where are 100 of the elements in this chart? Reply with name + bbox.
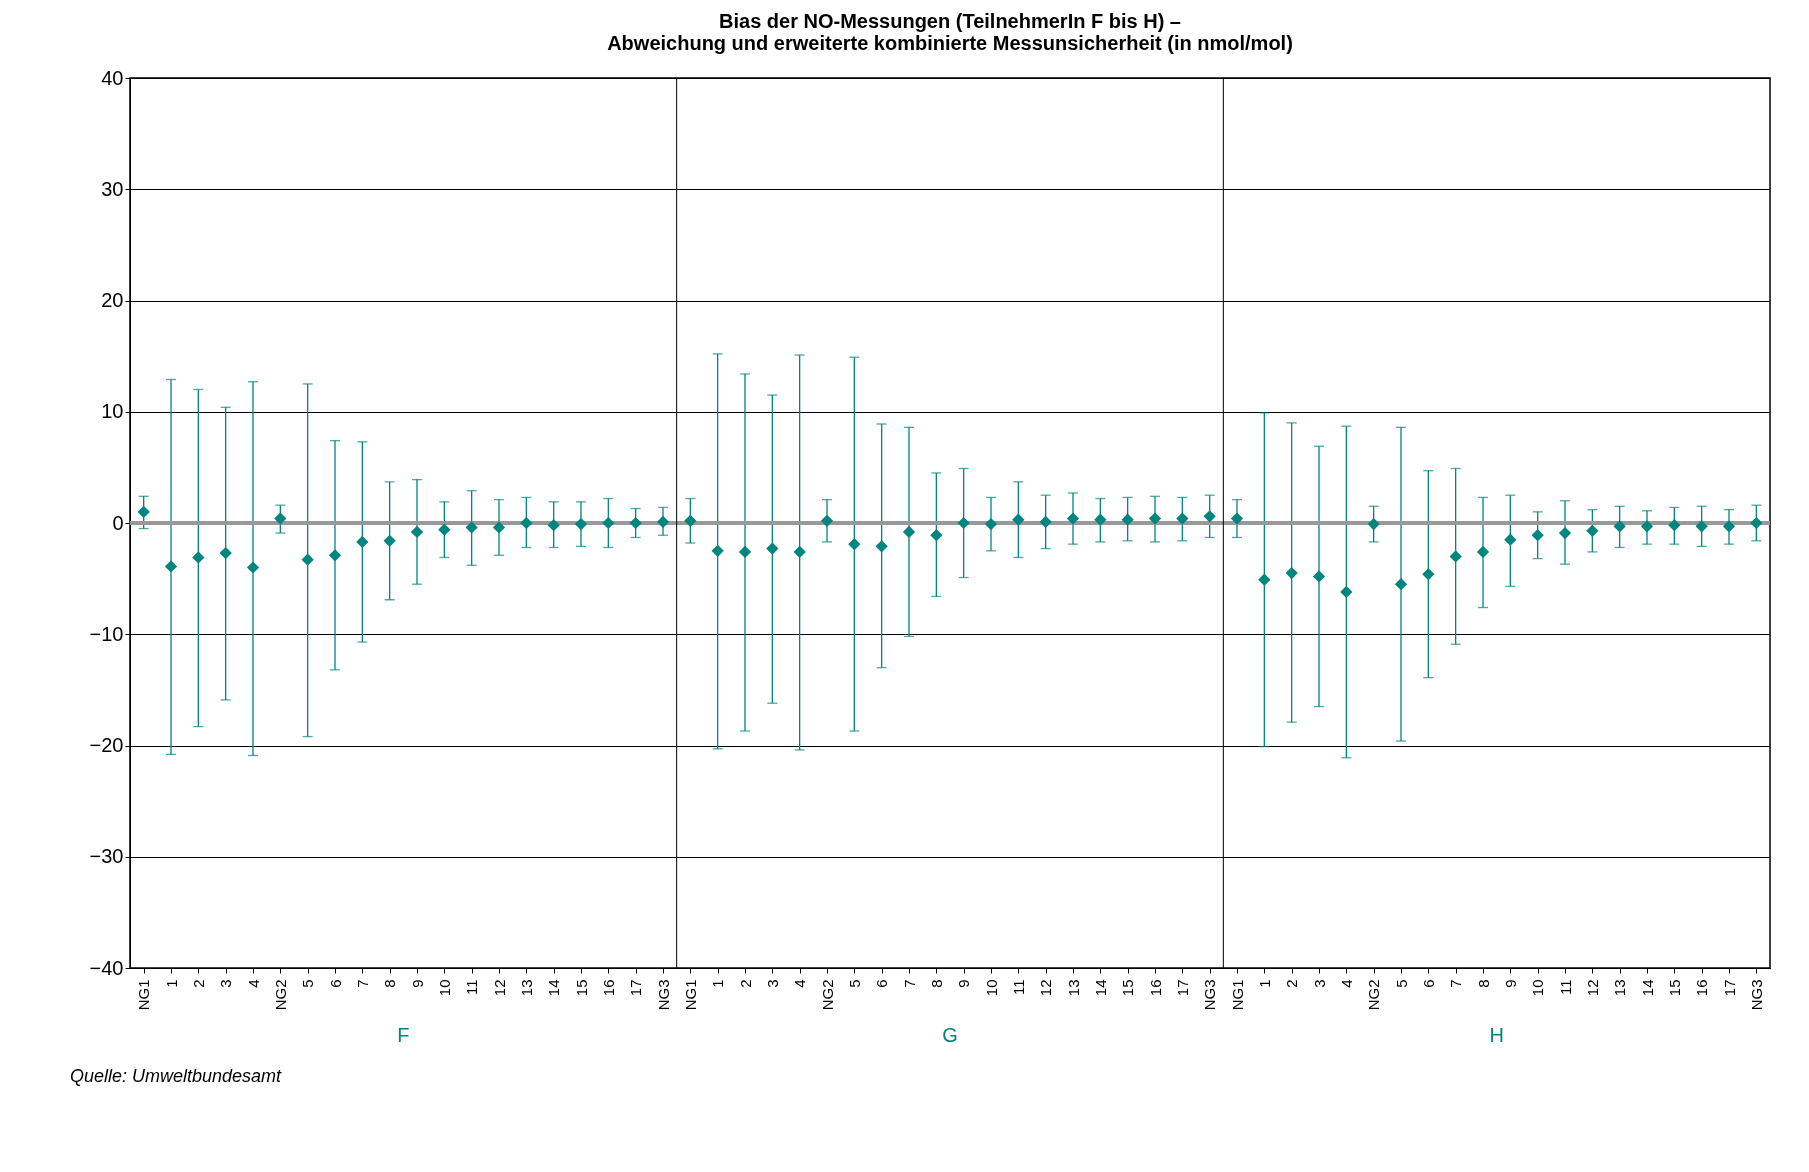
y-tick-label: 20 (101, 289, 124, 311)
point (656, 515, 670, 529)
x-tick-label: 1 (709, 979, 727, 988)
point (875, 540, 888, 553)
point (438, 523, 451, 536)
point (902, 525, 916, 539)
x-tick-label: 9 (955, 979, 973, 988)
y-tick-label: −20 (89, 734, 124, 756)
x-tick-label: NG3 (1201, 979, 1219, 1011)
point (1367, 517, 1380, 531)
x-tick-label: 3 (763, 979, 781, 988)
x-tick-label: 10 (982, 979, 1000, 997)
x-tick-label: 6 (873, 979, 891, 988)
chart-title: Bias der NO-Messungen (TeilnehmerIn F bis H) – Abweichung und erweiterte kombinierte Messunsicherheit (in nmol/mol) (607, 10, 1293, 54)
point (219, 546, 232, 560)
point (492, 521, 506, 534)
x-tick-label: 10 (1529, 979, 1547, 997)
point (1148, 512, 1162, 525)
point (356, 535, 369, 549)
x-tick-label: 1 (162, 979, 180, 988)
point (1012, 513, 1025, 526)
x-tick-label: NG1 (135, 979, 153, 1011)
point (1504, 533, 1517, 546)
x-tick-label: 17 (1720, 979, 1738, 997)
point (1640, 520, 1654, 533)
point (1258, 573, 1271, 586)
point (137, 505, 150, 518)
point (1531, 529, 1544, 542)
x-tick-label: 4 (791, 979, 809, 988)
x-tick-label: 10 (435, 979, 453, 997)
point (793, 545, 806, 559)
point (383, 534, 396, 547)
point (711, 544, 724, 557)
x-tick-label: 2 (189, 979, 207, 988)
point (1094, 513, 1107, 526)
x-tick-label: NG3 (1747, 979, 1765, 1011)
text: H (1489, 1024, 1504, 1046)
point (1039, 515, 1052, 529)
y-tick-label: 0 (112, 511, 124, 534)
y-tick-label: −30 (89, 845, 124, 868)
point (1176, 512, 1189, 525)
y-tick-label: 40 (101, 66, 124, 89)
y-tick-label: 30 (101, 177, 124, 200)
point (192, 551, 205, 564)
point (1586, 524, 1599, 537)
point (274, 512, 287, 525)
point (1422, 568, 1435, 581)
point (1668, 519, 1681, 532)
x-tick-label: 8 (1474, 979, 1492, 988)
y-tick-label: 10 (101, 400, 124, 423)
x-tick-label: NG1 (1228, 979, 1246, 1011)
x-tick-label: 16 (1146, 979, 1164, 997)
x-tick-label: 15 (1119, 979, 1137, 997)
x-tick-label: 5 (1392, 979, 1410, 988)
x-tick-label: 7 (900, 979, 918, 988)
x-tick-label: 9 (1501, 979, 1519, 988)
point (465, 521, 478, 534)
x-tick-label: 13 (1064, 979, 1082, 997)
x-tick-label: 12 (490, 979, 508, 997)
point (1203, 510, 1216, 523)
x-tick-label: 16 (1693, 979, 1711, 997)
source-note: Quelle: Umweltbundesamt (70, 1066, 283, 1086)
x-tick-label: 5 (299, 979, 317, 988)
x-tick-label: 8 (381, 979, 399, 988)
x-tick-label: 17 (627, 979, 645, 997)
point (1312, 570, 1326, 583)
point (301, 553, 314, 566)
x-tick-label: 4 (244, 979, 262, 988)
point (766, 542, 779, 555)
point (820, 514, 834, 527)
point (520, 516, 533, 530)
x-tick-label: 11 (1009, 979, 1027, 996)
x-tick-label: 8 (927, 979, 945, 988)
point (1558, 526, 1572, 540)
point (164, 560, 178, 573)
x-tick-label: 2 (736, 979, 754, 988)
x-tick-label: 13 (1611, 979, 1629, 997)
x-tick-label: 13 (517, 979, 535, 997)
point (629, 516, 642, 530)
x-tick-label: 6 (326, 979, 344, 988)
point (930, 529, 943, 542)
x-tick-label: 12 (1037, 979, 1055, 997)
point (1230, 512, 1244, 525)
point (1285, 566, 1298, 580)
x-tick-label: 14 (545, 979, 563, 997)
x-tick-label: NG2 (818, 979, 836, 1011)
x-tick-label: 3 (217, 979, 235, 988)
y-tick-label: −40 (89, 956, 124, 979)
point (1449, 550, 1462, 563)
x-tick-label: NG3 (654, 979, 672, 1011)
x-tick-label: 1 (1255, 979, 1273, 988)
point (848, 538, 861, 551)
x-tick-label: 15 (572, 979, 590, 997)
x-tick-label: 17 (1173, 979, 1191, 997)
x-tick-label: 14 (1091, 979, 1109, 997)
y-tick-label: −10 (89, 622, 124, 645)
x-tick-label: 12 (1583, 979, 1601, 997)
point (410, 525, 424, 539)
point (957, 516, 970, 530)
x-tick-label: 16 (599, 979, 617, 997)
